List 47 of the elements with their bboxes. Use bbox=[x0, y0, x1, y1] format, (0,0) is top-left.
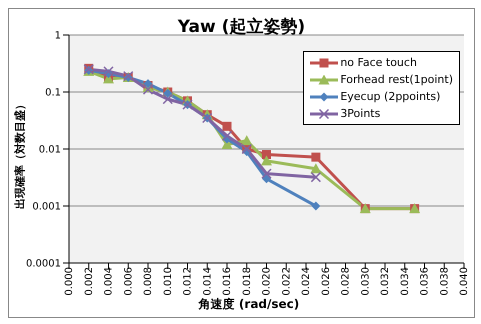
point bbox=[310, 163, 322, 174]
x-tick-label: 0.032 bbox=[380, 267, 392, 296]
y-tick-label: 0.001 bbox=[32, 202, 61, 213]
point bbox=[311, 152, 320, 162]
point bbox=[142, 84, 154, 95]
x-tick-label: 0.034 bbox=[400, 267, 411, 296]
x-tick-label: 0.022 bbox=[281, 267, 292, 296]
chart-title: Yaw (起立姿勢) bbox=[178, 17, 306, 37]
x-tick-label: 0.008 bbox=[143, 267, 154, 296]
x-tick-label: 0.024 bbox=[301, 267, 312, 296]
x-tick-label: 0.010 bbox=[162, 267, 174, 296]
x-tick-label: 0.038 bbox=[439, 267, 450, 296]
x-tick-label: 0.018 bbox=[242, 267, 253, 296]
legend-label: Eyecup (2ppoints) bbox=[340, 89, 440, 105]
point bbox=[222, 130, 232, 142]
point bbox=[262, 174, 271, 184]
x-tick-label: 0.016 bbox=[222, 267, 234, 296]
x-tick-label: 0.040 bbox=[459, 267, 470, 296]
point bbox=[262, 150, 271, 160]
y-axis-title: 出現確率（対数目盛） bbox=[12, 99, 28, 209]
x-axis-title: 角速度 (rad/sec) bbox=[197, 296, 300, 313]
point bbox=[103, 66, 114, 77]
x-tick-label: 0.030 bbox=[360, 267, 372, 296]
x-tick-label: 0.000 bbox=[64, 267, 76, 296]
y-tick-label: 0.0001 bbox=[26, 258, 61, 270]
y-tick-label: 0.1 bbox=[45, 88, 61, 99]
point bbox=[310, 172, 322, 182]
point bbox=[222, 122, 232, 131]
y-tick-label: 0.01 bbox=[38, 144, 61, 156]
legend-label: 3Points bbox=[340, 106, 380, 122]
point bbox=[162, 94, 173, 104]
x-tick-label: 0.028 bbox=[340, 267, 352, 296]
legend-label: no Face touch bbox=[340, 55, 417, 71]
x-tick-label: 0.006 bbox=[123, 267, 134, 296]
x-tick-label: 0.026 bbox=[320, 267, 332, 296]
x-tick-label: 0.036 bbox=[420, 267, 431, 296]
x-tick-label: 0.004 bbox=[104, 267, 115, 296]
x-tick-label: 0.002 bbox=[84, 267, 95, 296]
legend-label: Forhead rest(1point) bbox=[340, 72, 453, 88]
point bbox=[261, 168, 272, 179]
point bbox=[261, 155, 272, 166]
point bbox=[241, 135, 252, 146]
x-tick-label: 0.020 bbox=[262, 267, 273, 296]
y-tick-label: 1 bbox=[54, 30, 61, 42]
point bbox=[311, 202, 320, 210]
x-tick-label: 0.014 bbox=[202, 267, 214, 296]
x-tick-label: 0.012 bbox=[182, 267, 194, 296]
